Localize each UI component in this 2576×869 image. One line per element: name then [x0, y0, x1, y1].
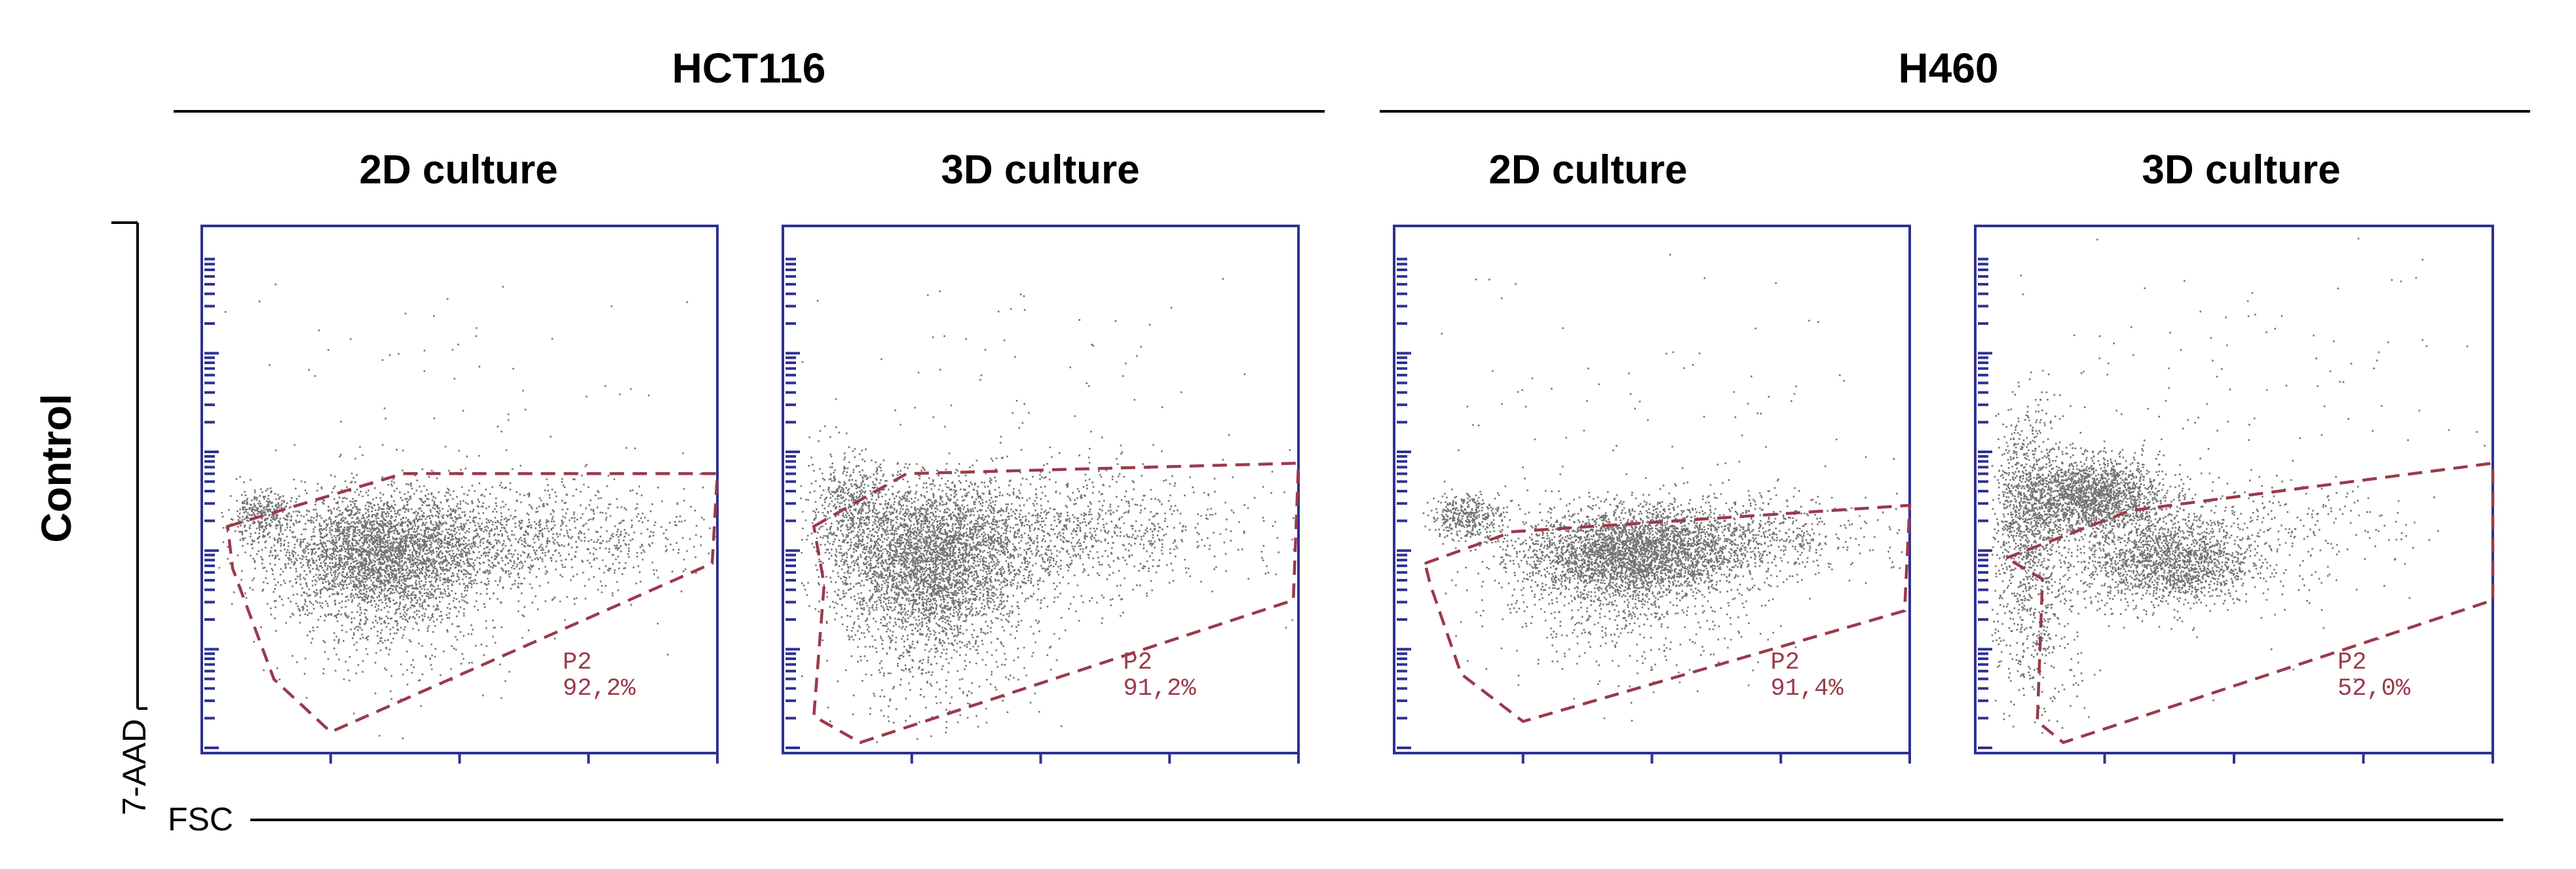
event-dots [218, 284, 716, 739]
plot-frame [782, 225, 1300, 754]
scatter-panel-hct116-2d: P2 92,2% [200, 225, 719, 764]
scatter-points [1991, 238, 2486, 734]
event-dots [800, 278, 1297, 743]
event-dots [1991, 238, 2486, 734]
gate-percent: 91,2% [1123, 675, 1196, 703]
scatter-panel-h460-2d: P2 91,4% [1393, 225, 1912, 764]
gate-name: P2 [1771, 649, 1800, 676]
axis-ticks [204, 257, 719, 764]
panel-title-h460-3d: 3D culture [2142, 147, 2340, 193]
gate-percent: 52,0% [2338, 675, 2411, 703]
panel-title-hct116-2d: 2D culture [359, 147, 558, 193]
x-axis-label: FSC [168, 801, 233, 838]
axis-ticks [1397, 257, 1911, 764]
event-dots [1422, 253, 1903, 722]
gate-p2 [2003, 461, 2495, 745]
panel-title-hct116-3d: 3D culture [941, 147, 1139, 193]
scatter-points [218, 284, 716, 739]
panel-title-h460-2d: 2D culture [1488, 147, 1687, 193]
gate-name: P2 [1123, 649, 1152, 676]
axis-ticks [1978, 257, 2494, 764]
row-label-control: Control [33, 394, 80, 543]
group-title-h460: H460 [1899, 45, 1999, 92]
axis-ticks [786, 257, 1300, 764]
gate-percent: 92,2% [563, 675, 636, 703]
gate-p2 [812, 461, 1300, 745]
gate-name: P2 [2338, 649, 2366, 676]
plot-frame [200, 225, 719, 754]
plot-frame [1393, 225, 1911, 754]
scatter-points [1422, 253, 1903, 722]
scatter-points [800, 278, 1297, 743]
gate-percent: 91,4% [1771, 675, 1844, 703]
gate-p2 [1423, 504, 1912, 724]
gate-p2 [225, 472, 719, 734]
gate-name: P2 [563, 649, 592, 676]
scatter-panel-h460-3d: P2 52,0% [1974, 225, 2495, 764]
y-axis-label: 7-AAD [116, 719, 153, 815]
plot-frame [1974, 225, 2494, 754]
group-title-hct116: HCT116 [672, 45, 826, 92]
scatter-panel-hct116-3d: P2 91,2% [782, 225, 1300, 764]
